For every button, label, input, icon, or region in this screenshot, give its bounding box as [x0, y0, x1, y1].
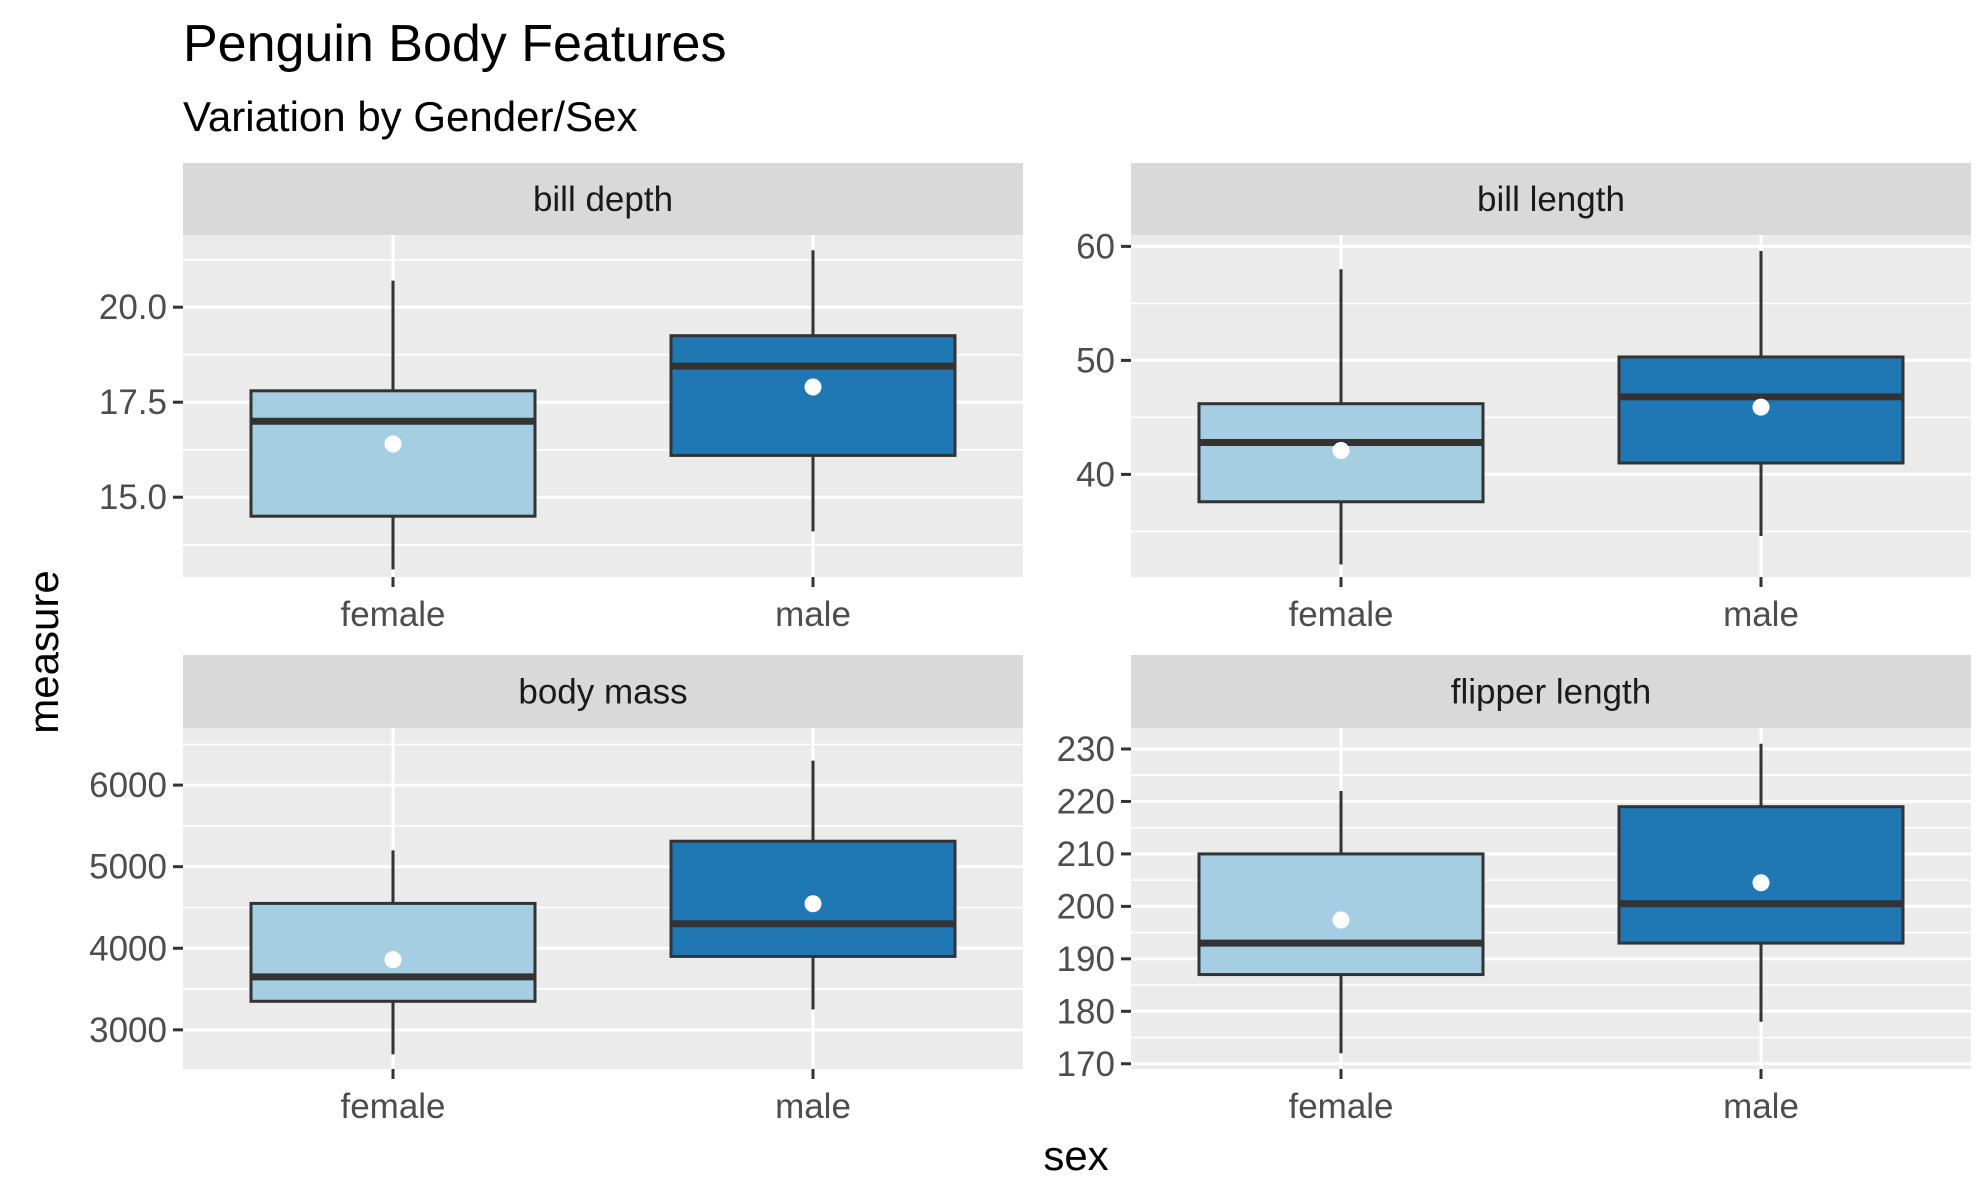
- y-tick-label: 210: [1057, 835, 1115, 874]
- x-tick-label-male: male: [1723, 595, 1799, 634]
- x-tick-label-female: female: [1288, 595, 1393, 634]
- x-axis-title: sex: [1043, 1132, 1108, 1179]
- strip-label-body-mass: body mass: [518, 673, 687, 712]
- y-tick-label: 15.0: [99, 478, 167, 517]
- box-bill-depth-female: [249, 280, 537, 570]
- y-tick-label: 4000: [89, 929, 167, 968]
- y-tick-label: 3000: [89, 1011, 167, 1050]
- y-tick-label: 40: [1076, 455, 1115, 494]
- y-tick-label: 170: [1057, 1045, 1115, 1084]
- strip-label-flipper-length: flipper length: [1451, 673, 1651, 712]
- box-bill-length-female: [1197, 269, 1485, 565]
- facet-body-mass: body mass 3000 4000 5000 6000 female male: [89, 655, 1023, 1126]
- box-bill-length-male: [1617, 250, 1905, 536]
- x-tick-label-male: male: [1723, 1087, 1799, 1126]
- strip-bill-depth: [183, 163, 1023, 235]
- x-tick-label-male: male: [775, 595, 851, 634]
- strip-bill-length: [1131, 163, 1971, 235]
- facet-flipper-length: flipper length 170 180 190 200 210 220 230 femal…: [1057, 655, 1971, 1126]
- y-tick-label: 230: [1057, 730, 1115, 769]
- chart-title: Penguin Body Features: [183, 15, 726, 73]
- y-tick-label: 220: [1057, 782, 1115, 821]
- y-tick-label: 6000: [89, 766, 167, 805]
- y-tick-label: 200: [1057, 887, 1115, 926]
- box-flipper-length-male: [1617, 743, 1905, 1022]
- x-tick-label-male: male: [775, 1087, 851, 1126]
- strip-label-bill-length: bill length: [1477, 180, 1625, 219]
- strip-label-bill-depth: bill depth: [533, 180, 673, 219]
- y-tick-label: 20.0: [99, 288, 167, 327]
- box-flipper-length-female: [1197, 790, 1485, 1054]
- y-tick-label: 60: [1076, 227, 1115, 266]
- mean-point: [1332, 441, 1350, 459]
- box-bill-depth-male: [669, 250, 957, 532]
- y-tick-label: 190: [1057, 940, 1115, 979]
- strip-flipper-length: [1131, 655, 1971, 728]
- box-body-mass-male: [669, 760, 957, 1010]
- mean-point: [384, 435, 402, 453]
- mean-point: [1332, 911, 1350, 929]
- y-tick-label: 180: [1057, 992, 1115, 1031]
- y-tick-label: 17.5: [99, 383, 167, 422]
- chart-subtitle: Variation by Gender/Sex: [183, 93, 637, 140]
- mean-point: [1752, 398, 1770, 416]
- mean-point: [804, 895, 822, 913]
- facet-bill-depth: bill depth 15.0 17.5 20.0 female male: [99, 163, 1023, 634]
- iqr-box: [249, 389, 537, 518]
- mean-point: [804, 378, 822, 396]
- x-tick-label-female: female: [1288, 1087, 1393, 1126]
- x-tick-label-female: female: [340, 595, 445, 634]
- y-axis-title: measure: [20, 570, 67, 733]
- mean-point: [1752, 874, 1770, 892]
- y-tick-label: 50: [1076, 341, 1115, 380]
- mean-point: [384, 951, 402, 969]
- facet-bill-length: bill length 40 50 60 female male: [1076, 163, 1971, 634]
- x-tick-label-female: female: [340, 1087, 445, 1126]
- box-body-mass-female: [249, 850, 537, 1055]
- strip-body-mass: [183, 655, 1023, 728]
- y-tick-label: 5000: [89, 848, 167, 887]
- iqr-box: [669, 334, 957, 457]
